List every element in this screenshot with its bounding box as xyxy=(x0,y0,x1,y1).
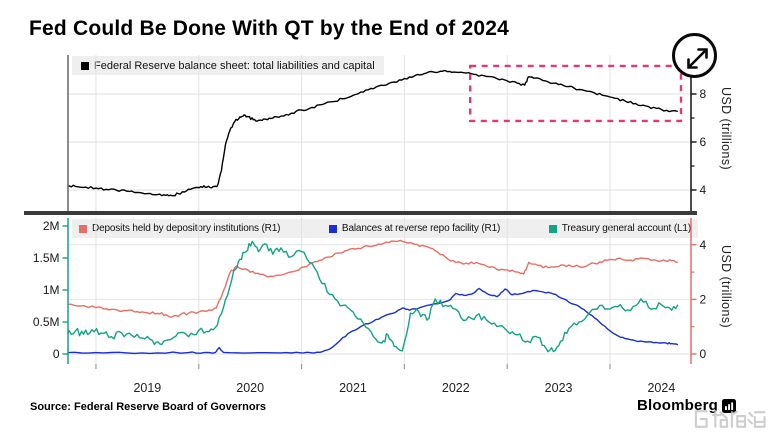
gridlines xyxy=(68,55,691,364)
x-axis-labels: 2019 2020 2021 2022 2023 2024 xyxy=(95,364,675,395)
top-right-axis-title: USD (trillions) xyxy=(719,87,733,171)
svg-text:2: 2 xyxy=(700,292,707,306)
diagonal-expand-arrows-icon xyxy=(687,48,708,69)
bottom-panel-series xyxy=(68,239,679,355)
tick-marks-and-labels: 4 6 8 0 0.5M 1M 1.5M 2M 0 2 4 xyxy=(33,87,707,361)
svg-text:1.5M: 1.5M xyxy=(33,251,60,265)
series-line xyxy=(68,239,678,318)
axes xyxy=(67,55,692,364)
svg-text:1M: 1M xyxy=(43,283,60,297)
bloomberg-wordmark: Bloomberg xyxy=(637,397,718,414)
svg-text:2024: 2024 xyxy=(647,381,675,395)
top-panel-series xyxy=(68,69,678,197)
expand-chart-button[interactable] xyxy=(672,33,717,78)
svg-text:6: 6 xyxy=(700,135,707,149)
legend-item-reverse-repo: Balances at reverse repo facility (R1) xyxy=(328,223,501,234)
svg-text:0: 0 xyxy=(700,347,707,361)
bottom-right-axis-title: USD (trillions) xyxy=(719,245,733,329)
svg-text:2020: 2020 xyxy=(236,381,264,395)
legend-label-treasury-general-account: Treasury general account (L1) xyxy=(561,223,691,234)
legend-label-fed-balance-sheet: Federal Reserve balance sheet: total lia… xyxy=(94,59,375,72)
legend-swatch-reverse-repo xyxy=(328,224,337,233)
source-note: Source: Federal Reserve Board of Governo… xyxy=(30,401,266,413)
panel-divider xyxy=(24,211,697,215)
svg-text:2022: 2022 xyxy=(442,381,470,395)
bottom-chart-legend: Deposits held by depository institutions… xyxy=(72,219,698,238)
svg-text:4: 4 xyxy=(700,238,707,252)
svg-text:2023: 2023 xyxy=(545,381,573,395)
svg-text:2019: 2019 xyxy=(133,381,161,395)
svg-text:4: 4 xyxy=(700,183,707,197)
legend-label-deposits: Deposits held by depository institutions… xyxy=(92,223,281,234)
legend-swatch-treasury-general-account xyxy=(548,224,557,233)
legend-label-reverse-repo: Balances at reverse repo facility (R1) xyxy=(341,223,501,234)
svg-text:2M: 2M xyxy=(43,219,60,233)
svg-text:2021: 2021 xyxy=(339,381,367,395)
legend-item-deposits: Deposits held by depository institutions… xyxy=(79,223,280,234)
svg-text:0.5M: 0.5M xyxy=(33,315,60,329)
legend-item-treasury-general-account: Treasury general account (L1) xyxy=(548,223,691,234)
legend-swatch-deposits xyxy=(79,224,87,233)
series-line xyxy=(68,69,678,197)
svg-text:0: 0 xyxy=(53,347,60,361)
series-line xyxy=(68,240,679,353)
gelonghui-watermark xyxy=(692,408,766,435)
svg-text:8: 8 xyxy=(700,87,707,101)
gelonghui-watermark-glyphs xyxy=(694,410,766,428)
highlight-box xyxy=(469,64,683,123)
page-title: Fed Could Be Done With QT by the End of … xyxy=(29,17,509,40)
bloomberg-bar-chart-icon xyxy=(721,398,736,413)
top-chart-legend: Federal Reserve balance sheet: total lia… xyxy=(72,56,384,75)
bloomberg-brand: Bloomberg xyxy=(637,397,736,414)
legend-swatch-fed-balance-sheet xyxy=(81,61,89,70)
series-line xyxy=(68,287,679,355)
